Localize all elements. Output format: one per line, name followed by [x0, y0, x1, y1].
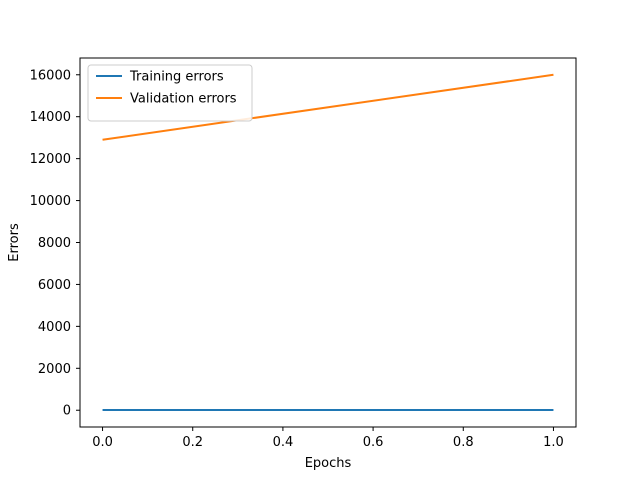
y-tick-label: 12000 [30, 152, 71, 167]
x-tick-label: 0.4 [273, 435, 294, 450]
y-tick-label: 0 [63, 404, 71, 419]
x-tick-label: 1.0 [543, 435, 564, 450]
legend-entry: Validation errors [130, 92, 237, 107]
y-tick-label: 2000 [38, 362, 71, 377]
y-tick-label: 14000 [30, 110, 71, 125]
x-tick-label: 0.8 [453, 435, 474, 450]
y-tick-label: 16000 [30, 68, 71, 83]
y-tick-label: 8000 [38, 236, 71, 251]
legend: Training errors Validation errors [87, 64, 253, 122]
x-tick-label: 0.2 [182, 435, 203, 450]
legend-entry: Training errors [129, 70, 224, 85]
x-axis-label: Epochs [305, 456, 352, 471]
legend-box [87, 64, 253, 122]
y-axis-ticks: 0 2000 4000 6000 8000 10000 12000 14000 16000 [30, 68, 80, 419]
y-tick-label: 4000 [38, 320, 71, 335]
x-axis-ticks: 0.0 0.2 0.4 0.6 0.8 1.0 [92, 427, 564, 450]
y-tick-label: 10000 [30, 194, 71, 209]
axes-frame [79, 57, 577, 428]
y-axis-label: Errors [7, 223, 22, 262]
x-tick-label: 0.6 [363, 435, 384, 450]
y-tick-label: 6000 [38, 278, 71, 293]
plot-lines [102, 73, 554, 412]
series-line-validation [102, 73, 554, 141]
x-tick-label: 0.0 [92, 435, 113, 450]
